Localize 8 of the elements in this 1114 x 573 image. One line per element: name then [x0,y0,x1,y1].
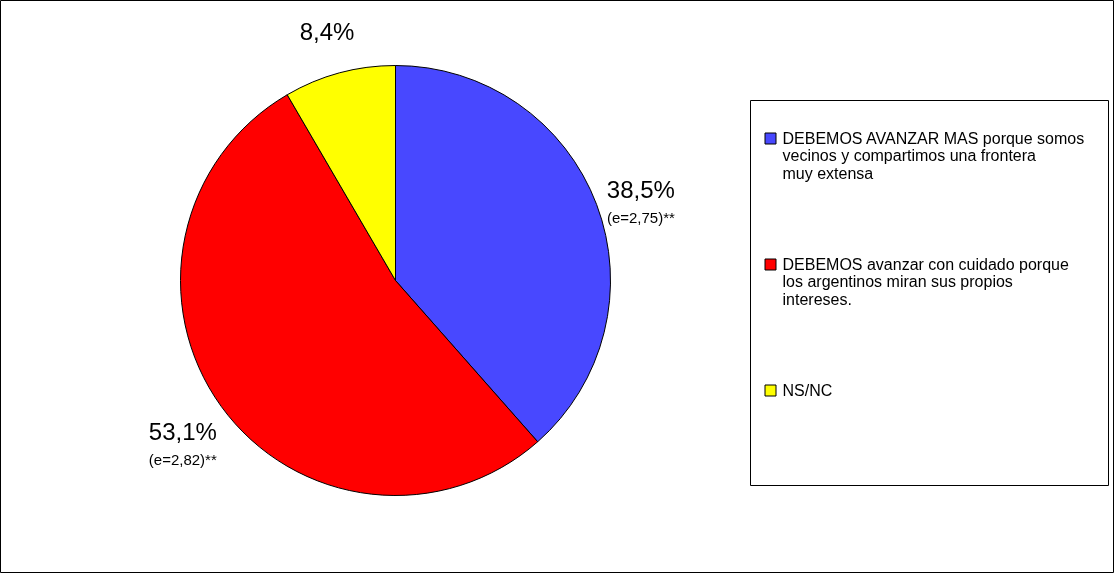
legend-label: DEBEMOS avanzar con cuidado porque los argentinos miran sus propios intereses. [782,255,1069,309]
legend-label: NS/NC [782,381,833,399]
data-label: 38,5% [606,175,675,203]
text: (e=2,75)** [606,208,676,226]
legend-label: DEBEMOS AVANZAR MAS porque somos vecinos y compartimos una frontera muy extensa [782,129,1085,183]
data-label: 8,4% [299,17,355,45]
text: (e=2,82)** [148,450,217,468]
data-label: 53,1% [148,417,217,445]
